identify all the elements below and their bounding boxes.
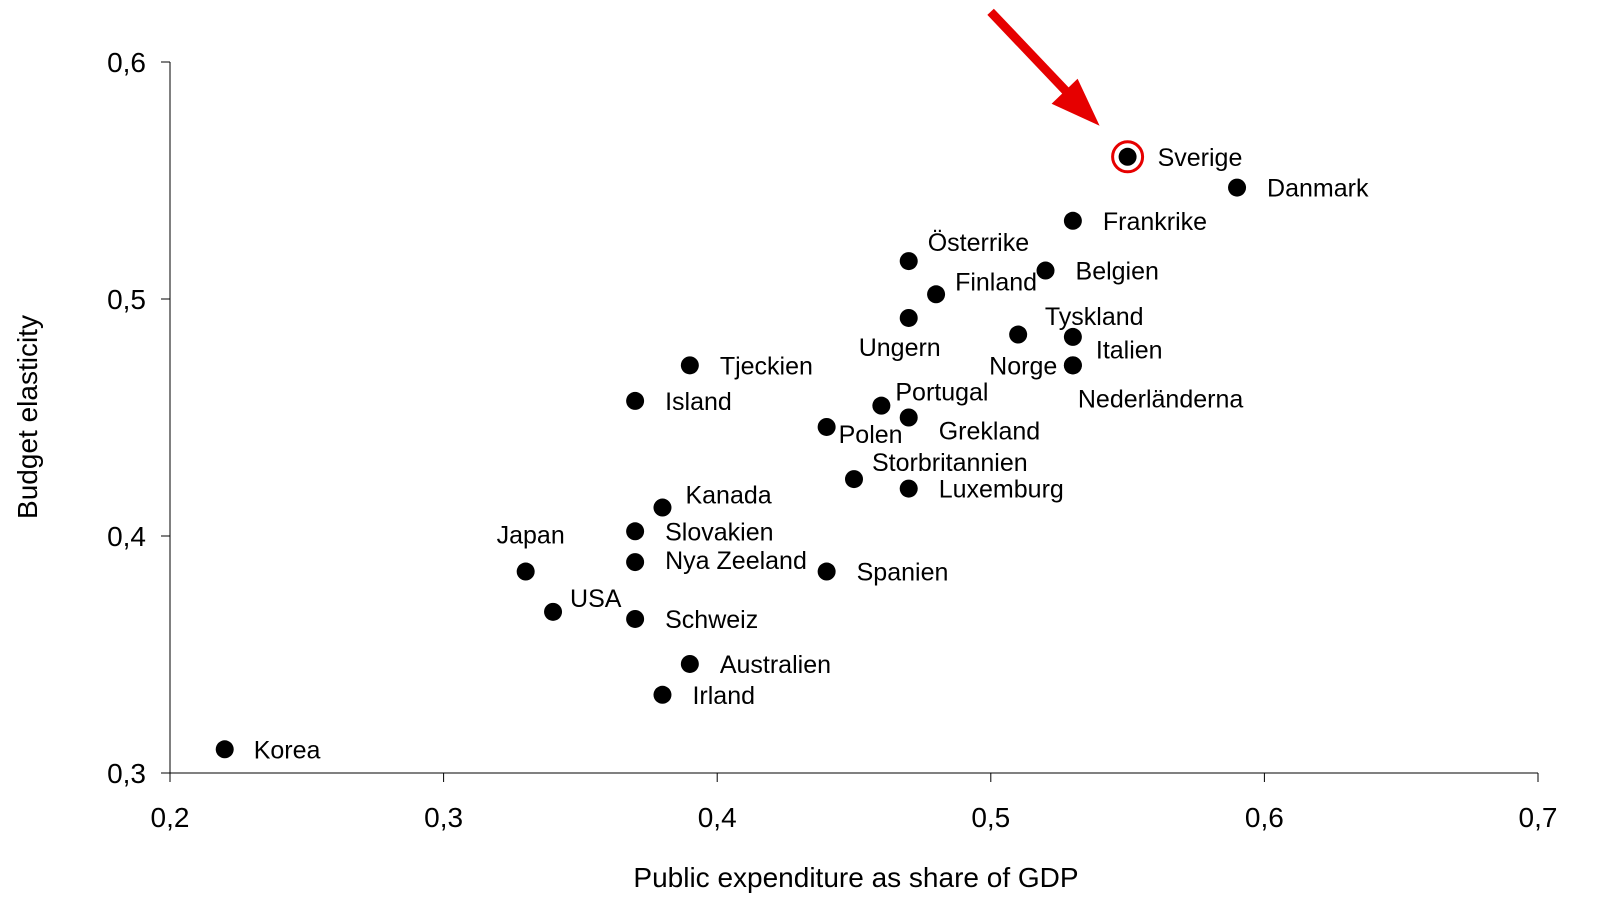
data-point (680, 356, 699, 375)
point-label: Storbritannien (872, 449, 1028, 477)
data-point (680, 654, 699, 673)
data-point (626, 609, 645, 628)
point-label: Danmark (1267, 175, 1369, 203)
data-point (626, 391, 645, 410)
x-tick-label: 0,5 (971, 802, 1010, 833)
data-point (1063, 327, 1082, 346)
point-label: Österrike (928, 229, 1029, 257)
x-tick-label: 0,4 (698, 802, 737, 833)
point-label: Japan (497, 522, 565, 550)
point-label: Korea (254, 736, 321, 764)
point-label: Frankrike (1103, 208, 1207, 236)
point-label: Finland (955, 268, 1037, 296)
data-point (817, 417, 836, 436)
axes (169, 62, 1538, 774)
data-point (1228, 178, 1247, 197)
x-tick-label: 0,3 (424, 802, 463, 833)
y-tick-label: 0,3 (107, 758, 146, 789)
data-point (626, 522, 645, 541)
highlight-marker (987, 8, 1145, 174)
data-point (544, 602, 563, 621)
arrow-head (1051, 78, 1100, 126)
data-point (899, 408, 918, 427)
point-label: Australien (720, 651, 831, 679)
y-axis-ticks: 0,3 0,4 0,5 0,6 (107, 47, 170, 789)
x-tick-label: 0,6 (1245, 802, 1284, 833)
point-label: Schweiz (665, 606, 758, 634)
y-axis-title: Budget elasticity (12, 315, 43, 519)
point-label: USA (570, 585, 622, 613)
data-point (626, 553, 645, 572)
point-label: Tyskland (1045, 303, 1144, 331)
data-point (899, 308, 918, 327)
point-label: Luxemburg (939, 476, 1064, 504)
data-points: Sverige Danmark Frankrike Österrike Belgien F… (215, 144, 1369, 764)
point-label: Italien (1096, 336, 1163, 364)
x-axis-title: Public expenditure as share of GDP (633, 862, 1078, 893)
data-point (1063, 356, 1082, 375)
point-label: Belgien (1076, 258, 1159, 286)
point-label: Slovakien (665, 518, 773, 546)
x-tick-label: 0,2 (151, 802, 190, 833)
highlight-ring (1111, 140, 1145, 174)
point-label: Polen (839, 421, 903, 449)
point-label: Portugal (895, 379, 988, 407)
data-point (899, 479, 918, 498)
point-label: Ungern (859, 334, 941, 362)
data-point (215, 740, 234, 759)
point-label: Island (665, 388, 732, 416)
point-label: Spanien (857, 559, 949, 587)
data-point (1036, 261, 1055, 280)
point-label: Norge (989, 353, 1057, 381)
y-tick-label: 0,6 (107, 47, 146, 78)
data-point (516, 562, 535, 581)
arrow-shaft (987, 8, 1071, 96)
point-label: Irland (692, 682, 755, 710)
data-point (653, 498, 672, 517)
data-point (817, 562, 836, 581)
point-label: Nederländerna (1078, 385, 1243, 413)
point-label: Nya Zeeland (665, 547, 807, 575)
x-axis-ticks: 0,2 0,3 0,4 0,5 0,6 0,7 (151, 773, 1558, 833)
data-point (1118, 147, 1137, 166)
point-label: Tjeckien (720, 352, 813, 380)
data-point (1063, 211, 1082, 230)
point-label: Sverige (1158, 144, 1243, 172)
point-label: Kanada (685, 482, 771, 510)
data-point (899, 252, 918, 271)
data-point (872, 396, 891, 415)
data-point (845, 470, 863, 489)
data-point (1009, 325, 1028, 344)
data-point (653, 685, 672, 704)
y-tick-label: 0,5 (107, 284, 146, 315)
x-tick-label: 0,7 (1519, 802, 1558, 833)
point-label: Grekland (939, 418, 1040, 446)
data-point (927, 285, 946, 304)
y-tick-label: 0,4 (107, 521, 146, 552)
